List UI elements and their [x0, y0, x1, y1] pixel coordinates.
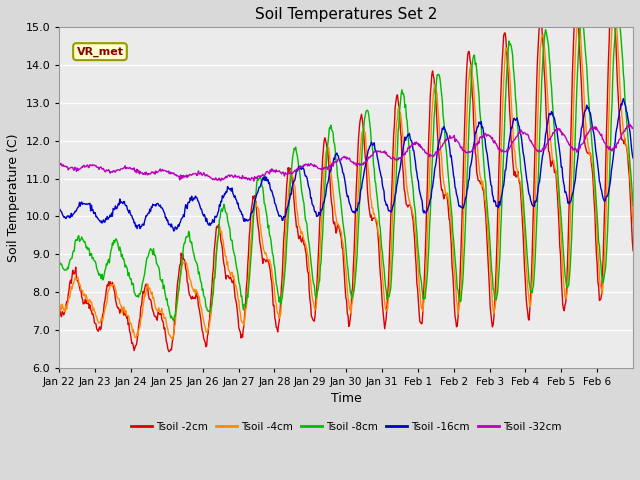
Tsoil -16cm	[279, 217, 287, 223]
Tsoil -32cm	[123, 165, 131, 170]
Tsoil -8cm	[614, 11, 622, 16]
Tsoil -32cm	[438, 144, 446, 149]
Tsoil -4cm	[123, 313, 131, 319]
Title: Soil Temperatures Set 2: Soil Temperatures Set 2	[255, 7, 437, 22]
Tsoil -2cm	[257, 248, 265, 253]
Tsoil -4cm	[438, 166, 446, 172]
Tsoil -32cm	[228, 173, 236, 179]
Tsoil -8cm	[406, 155, 414, 160]
Tsoil -8cm	[629, 203, 637, 209]
Tsoil -2cm	[438, 187, 446, 192]
Tsoil -32cm	[626, 122, 634, 128]
Text: VR_met: VR_met	[77, 47, 124, 57]
Tsoil -2cm	[229, 280, 237, 286]
Tsoil -2cm	[123, 315, 131, 321]
Tsoil -4cm	[168, 336, 176, 342]
Tsoil -4cm	[229, 275, 237, 280]
Tsoil -4cm	[611, 3, 618, 9]
Tsoil -2cm	[165, 349, 173, 355]
Tsoil -8cm	[123, 264, 131, 270]
Tsoil -32cm	[406, 145, 414, 151]
Tsoil -8cm	[170, 318, 177, 324]
Tsoil -16cm	[229, 190, 237, 196]
Tsoil -4cm	[406, 201, 414, 207]
Tsoil -16cm	[123, 203, 131, 208]
Tsoil -16cm	[406, 135, 414, 141]
Line: Tsoil -4cm: Tsoil -4cm	[60, 6, 633, 339]
Line: Tsoil -8cm: Tsoil -8cm	[60, 13, 633, 321]
Y-axis label: Soil Temperature (C): Soil Temperature (C)	[7, 133, 20, 262]
Tsoil -2cm	[406, 202, 414, 208]
Tsoil -4cm	[56, 301, 63, 307]
Tsoil -4cm	[279, 282, 287, 288]
Tsoil -16cm	[170, 228, 177, 234]
Tsoil -32cm	[629, 125, 637, 131]
Tsoil -2cm	[629, 248, 637, 253]
Line: Tsoil -32cm: Tsoil -32cm	[60, 125, 633, 181]
Tsoil -16cm	[56, 208, 63, 214]
Tsoil -4cm	[257, 231, 265, 237]
Tsoil -16cm	[620, 96, 627, 102]
Legend: Tsoil -2cm, Tsoil -4cm, Tsoil -8cm, Tsoil -16cm, Tsoil -32cm: Tsoil -2cm, Tsoil -4cm, Tsoil -8cm, Tsoi…	[127, 417, 566, 436]
Tsoil -2cm	[56, 307, 63, 313]
Tsoil -32cm	[56, 162, 63, 168]
Tsoil -32cm	[279, 169, 287, 175]
Tsoil -8cm	[229, 245, 237, 251]
Tsoil -8cm	[279, 288, 287, 293]
Tsoil -8cm	[257, 177, 265, 183]
Tsoil -32cm	[250, 178, 258, 184]
X-axis label: Time: Time	[331, 393, 362, 406]
Tsoil -8cm	[438, 97, 446, 103]
Tsoil -32cm	[257, 173, 265, 179]
Tsoil -16cm	[257, 180, 265, 186]
Tsoil -2cm	[279, 254, 287, 260]
Tsoil -16cm	[629, 156, 637, 161]
Line: Tsoil -16cm: Tsoil -16cm	[60, 99, 633, 231]
Tsoil -16cm	[438, 125, 446, 131]
Tsoil -4cm	[629, 221, 637, 227]
Line: Tsoil -2cm: Tsoil -2cm	[60, 0, 633, 352]
Tsoil -8cm	[56, 257, 63, 263]
